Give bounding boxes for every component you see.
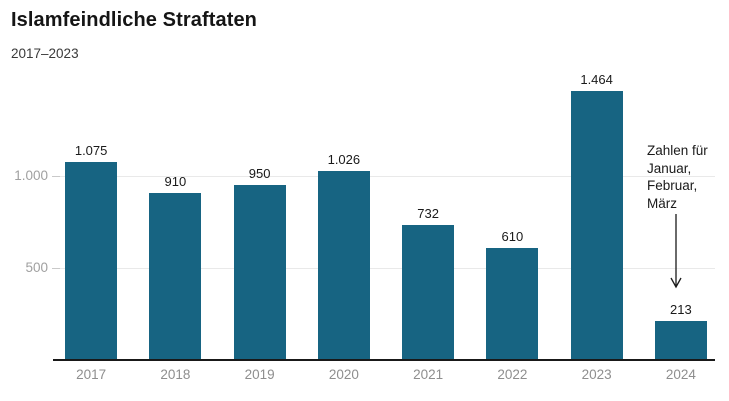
x-axis-category-label: 2020: [328, 367, 359, 382]
y-gridline: [60, 176, 715, 177]
bar-2019: [233, 185, 286, 360]
bar-2024: [654, 320, 707, 360]
y-axis-tick: [52, 176, 60, 177]
bar-2023: [570, 90, 623, 360]
bar-value-label: 1.026: [327, 152, 361, 168]
bar-value-label: 1.075: [74, 143, 108, 159]
x-axis-category-label: 2019: [244, 367, 275, 382]
bar-value-label: 910: [164, 173, 187, 189]
bar-chart-plot-area: 1.075 2017 910 2018 950 2019 1.026 2020 732 2021 6…: [49, 72, 723, 382]
x-axis-category-label: 2017: [76, 367, 107, 382]
x-axis-category-label: 2018: [160, 367, 191, 382]
bar-2020: [317, 171, 370, 360]
bar-value-label: 213: [670, 301, 692, 317]
chart-subtitle: 2017–2023: [11, 46, 79, 61]
y-axis-tick-label: 500: [25, 260, 48, 275]
y-gridline: [60, 268, 715, 269]
y-axis-tick: [52, 268, 60, 269]
y-axis-tick-label: 1.000: [14, 168, 48, 183]
bar-2018: [149, 192, 202, 360]
bar-2017: [65, 162, 118, 360]
chart-title: Islamfeindliche Straftaten: [11, 9, 257, 31]
x-axis-category-label: 2023: [581, 367, 612, 382]
bar-2021: [402, 225, 455, 360]
bar-value-label: 950: [248, 166, 271, 182]
x-axis-line: [53, 359, 715, 361]
bar-value-label: 610: [501, 228, 524, 244]
bar-2022: [486, 247, 539, 360]
bar-value-label: 1.464: [580, 71, 613, 87]
x-axis-category-label: 2021: [413, 367, 444, 382]
annotation-down-arrow-icon: [670, 214, 682, 289]
x-axis-category-label: 2022: [497, 367, 528, 382]
annotation-text: Zahlen für Januar, Februar, März: [647, 143, 708, 211]
bar-value-label: 732: [417, 206, 439, 222]
x-axis-category-label: 2024: [665, 367, 696, 382]
